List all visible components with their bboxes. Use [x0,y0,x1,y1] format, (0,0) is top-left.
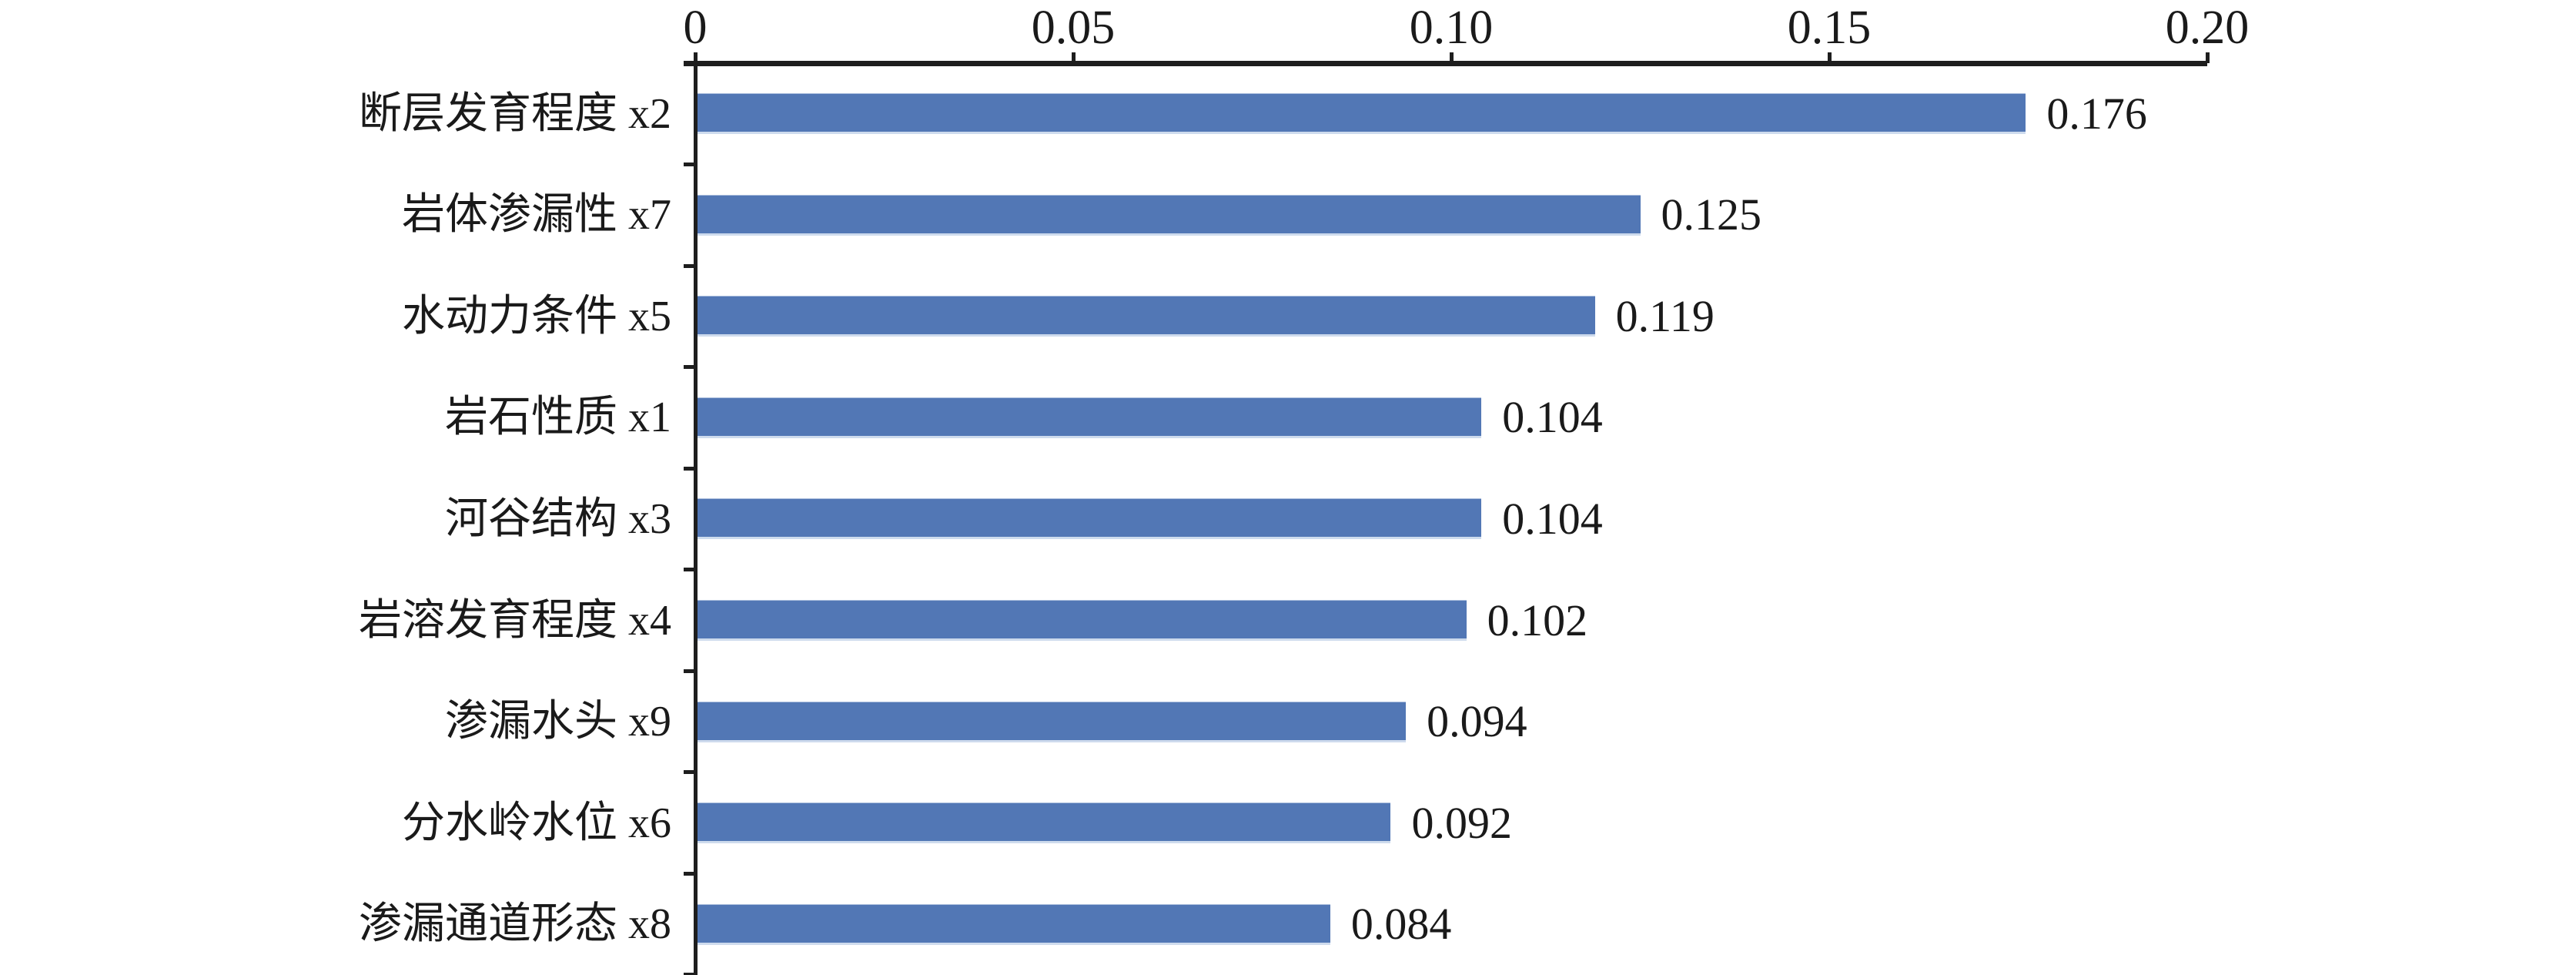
value-label: 0.104 [1502,392,1603,443]
category-label: 渗漏通道形态 x8 [359,900,671,949]
bar [695,194,1641,236]
value-label: 0.094 [1427,696,1527,747]
y-axis-tick-mark [684,365,695,370]
x-axis-tick-mark [2205,52,2210,63]
value-label: 0.092 [1411,797,1512,848]
y-axis-tick-mark [684,466,695,471]
category-label: 河谷结构 x3 [445,494,671,543]
y-axis-line [694,52,698,975]
category-label: 水动力条件 x5 [402,292,671,340]
y-axis-tick-mark [684,973,695,975]
y-axis-tick-mark [684,263,695,268]
category-label: 岩体渗漏性 x7 [402,191,671,240]
y-axis-tick-mark [684,162,695,167]
x-axis-tick-label: 0 [683,2,708,54]
value-label: 0.104 [1502,493,1603,544]
x-axis-tick-mark [1449,52,1454,63]
bar [695,296,1595,337]
bar [695,498,1482,540]
y-axis-tick-mark [684,770,695,775]
bar [695,802,1391,844]
bar [695,93,2026,135]
bar [695,397,1482,438]
bar [695,600,1467,642]
value-label: 0.176 [2046,88,2147,139]
bar [695,903,1330,945]
x-axis-tick-label: 0.20 [2165,2,2250,54]
x-axis-tick-label: 0.10 [1409,2,1494,54]
bar [695,701,1407,742]
y-axis-tick-mark [684,871,695,876]
x-axis-tick-label: 0.05 [1031,2,1116,54]
x-axis-tick-mark [1071,52,1076,63]
category-label: 渗漏水头 x9 [445,698,671,746]
x-axis-line [684,61,2207,66]
category-label: 岩溶发育程度 x4 [359,596,671,645]
category-label: 岩石性质 x1 [445,394,671,442]
category-label: 分水岭水位 x6 [402,799,671,847]
value-label: 0.125 [1661,189,1762,240]
value-label: 0.084 [1350,899,1452,950]
y-axis-tick-mark [684,668,695,673]
y-axis-tick-mark [684,568,695,572]
x-axis-tick-label: 0.15 [1787,2,1872,54]
category-label: 断层发育程度 x2 [359,89,671,138]
x-axis-tick-mark [1827,52,1832,63]
value-label: 0.119 [1615,290,1715,341]
value-label: 0.102 [1487,595,1588,645]
